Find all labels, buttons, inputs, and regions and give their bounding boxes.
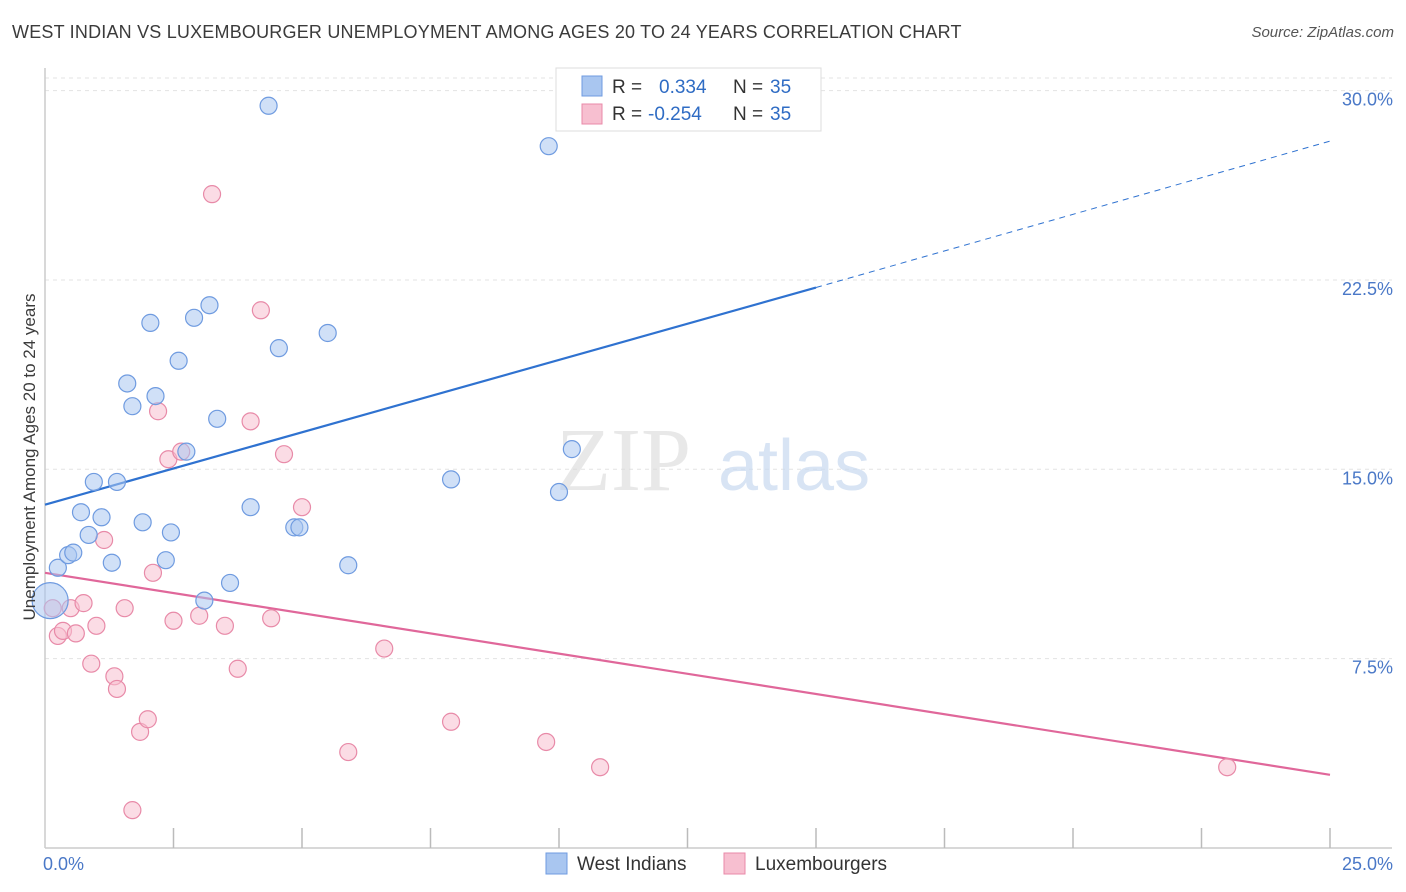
point-west-indians [71, 503, 91, 522]
point-luxembourgers [190, 606, 209, 625]
point-luxembourgers [537, 732, 556, 752]
point-luxembourgers [82, 654, 101, 673]
point-west-indians [133, 513, 152, 532]
point-luxembourgers [95, 530, 114, 550]
legend-r-value-1: 0.334 [659, 77, 707, 98]
point-luxembourgers [143, 563, 163, 582]
y-tick-label: 15.0% [1342, 468, 1393, 488]
point-west-indians [549, 482, 569, 502]
bottom-legend: West Indians Luxembourgers [545, 852, 887, 875]
point-west-indians [241, 498, 260, 517]
x-tick-label: 0.0% [43, 854, 84, 874]
point-west-indians [161, 523, 181, 542]
point-luxembourgers [241, 412, 260, 431]
scatter-points [31, 96, 1237, 820]
legend-n-value-1: 35 [770, 77, 791, 98]
point-west-indians [208, 409, 227, 428]
legend-n-value-2: 35 [770, 104, 791, 125]
point-luxembourgers [164, 611, 183, 630]
point-luxembourgers [339, 742, 358, 762]
point-west-indians [107, 472, 127, 492]
legend-r-value-2: -0.254 [648, 104, 702, 125]
point-luxembourgers [591, 758, 610, 777]
watermark-zip: ZIP [556, 411, 691, 510]
point-west-indians [318, 323, 337, 343]
point-west-indians [195, 591, 214, 610]
trend-line-west-indians [44, 286, 817, 506]
point-west-indians [290, 518, 309, 537]
point-luxembourgers [215, 616, 234, 635]
tick-labels: 7.5% 15.0% 22.5% 30.0% 0.0% 25.0% [43, 90, 1393, 874]
point-luxembourgers [1218, 758, 1237, 777]
point-west-indians [441, 470, 461, 489]
watermark-atlas: atlas [718, 426, 870, 506]
point-west-indians [156, 551, 175, 570]
point-west-indians [220, 573, 240, 593]
point-west-indians [92, 508, 111, 527]
bottom-legend-label-luxembourgers: Luxembourgers [755, 854, 887, 875]
legend-swatch-luxembourgers [581, 103, 603, 125]
legend-n-label-2: N = [733, 104, 763, 125]
y-tick-label: 22.5% [1342, 279, 1393, 299]
point-west-indians [123, 397, 142, 416]
point-west-indians [146, 386, 165, 406]
axes [44, 68, 1392, 849]
point-west-indians [79, 525, 98, 545]
point-west-indians [64, 543, 83, 562]
trend-line-extension [815, 140, 1331, 289]
point-luxembourgers [87, 616, 106, 635]
bottom-legend-swatch-luxembourgers [723, 852, 746, 875]
legend-n-label-1: N = [733, 77, 763, 98]
point-luxembourgers [441, 712, 461, 731]
point-luxembourgers [228, 659, 247, 678]
point-luxembourgers [262, 609, 281, 628]
point-west-indians [539, 137, 558, 156]
point-luxembourgers [148, 402, 168, 421]
watermark: ZIP atlas [556, 411, 870, 510]
point-west-indians [118, 374, 137, 393]
point-luxembourgers [74, 594, 93, 613]
point-west-indians [31, 581, 69, 620]
point-west-indians [102, 553, 121, 572]
point-west-indians [339, 556, 358, 575]
legend-r-label-1: R = [612, 77, 642, 98]
chart-title: WEST INDIAN VS LUXEMBOURGER UNEMPLOYMENT… [12, 22, 962, 42]
point-luxembourgers [66, 624, 85, 643]
point-luxembourgers [107, 679, 127, 699]
point-west-indians [184, 308, 204, 327]
legend-swatch-west-indians [581, 75, 603, 97]
chart-source: Source: ZipAtlas.com [1251, 24, 1394, 41]
point-luxembourgers [202, 185, 222, 204]
y-tick-label: 30.0% [1342, 90, 1393, 110]
bottom-legend-swatch-west-indians [545, 852, 568, 875]
grid-lines [45, 77, 1392, 660]
point-luxembourgers [138, 710, 157, 729]
y-axis-title: Unemployment Among Ages 20 to 24 years [20, 294, 39, 621]
trend-line-luxembourgers [44, 571, 1331, 776]
point-luxembourgers [274, 445, 294, 464]
point-west-indians [141, 313, 160, 332]
point-west-indians [269, 339, 288, 358]
point-west-indians [169, 351, 188, 370]
point-west-indians [48, 558, 67, 577]
point-west-indians [177, 442, 196, 461]
point-west-indians [200, 296, 219, 315]
point-luxembourgers [375, 639, 394, 658]
point-luxembourgers [251, 301, 270, 320]
point-west-indians [84, 472, 103, 492]
trend-lines [44, 140, 1331, 776]
point-west-indians [562, 440, 581, 459]
point-west-indians [259, 96, 278, 115]
x-tick-label: 25.0% [1342, 854, 1393, 874]
legend-r-label-2: R = [612, 104, 642, 125]
point-luxembourgers [292, 498, 312, 517]
point-luxembourgers [115, 599, 134, 618]
bottom-legend-label-west-indians: West Indians [577, 854, 686, 875]
top-legend: R = 0.334 N = 35 R = -0.254 N = 35 [555, 67, 822, 132]
y-tick-label: 7.5% [1352, 658, 1393, 678]
point-luxembourgers [123, 801, 142, 820]
